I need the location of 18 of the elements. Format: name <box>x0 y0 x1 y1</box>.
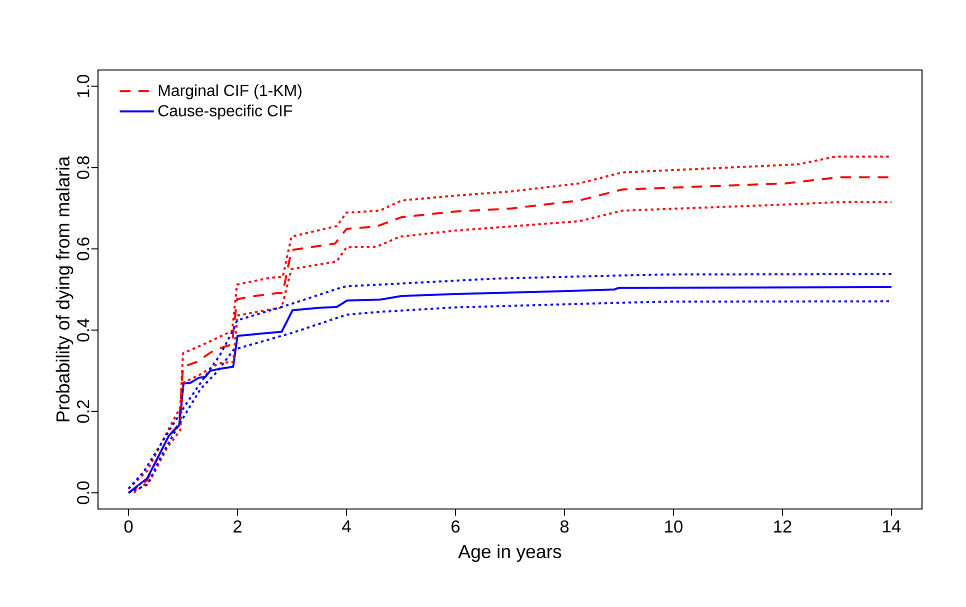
x-tick-label: 14 <box>883 520 901 532</box>
legend-label: Marginal CIF (1-KM) <box>158 84 302 100</box>
x-axis-title: Age in years <box>458 544 562 562</box>
x-tick-label: 12 <box>774 520 792 532</box>
y-tick-label: 0.0 <box>77 481 90 504</box>
x-tick-label: 6 <box>452 520 460 533</box>
y-tick-label: 0.4 <box>77 318 90 342</box>
y-tick-label: 0.8 <box>77 156 90 179</box>
y-tick-label: 0.2 <box>77 400 90 423</box>
x-tick-label: 0 <box>124 520 133 533</box>
legend-label: Cause-specific CIF <box>158 104 292 120</box>
y-tick-label: 0.6 <box>77 238 90 260</box>
x-tick-label: 8 <box>560 520 569 533</box>
y-tick-label: 1.0 <box>77 74 90 97</box>
x-tick-label: 2 <box>234 520 242 532</box>
x-tick-label: 4 <box>342 520 351 532</box>
x-tick-label: 10 <box>665 520 682 533</box>
y-axis-title: Probability of dying from malaria <box>56 156 74 422</box>
